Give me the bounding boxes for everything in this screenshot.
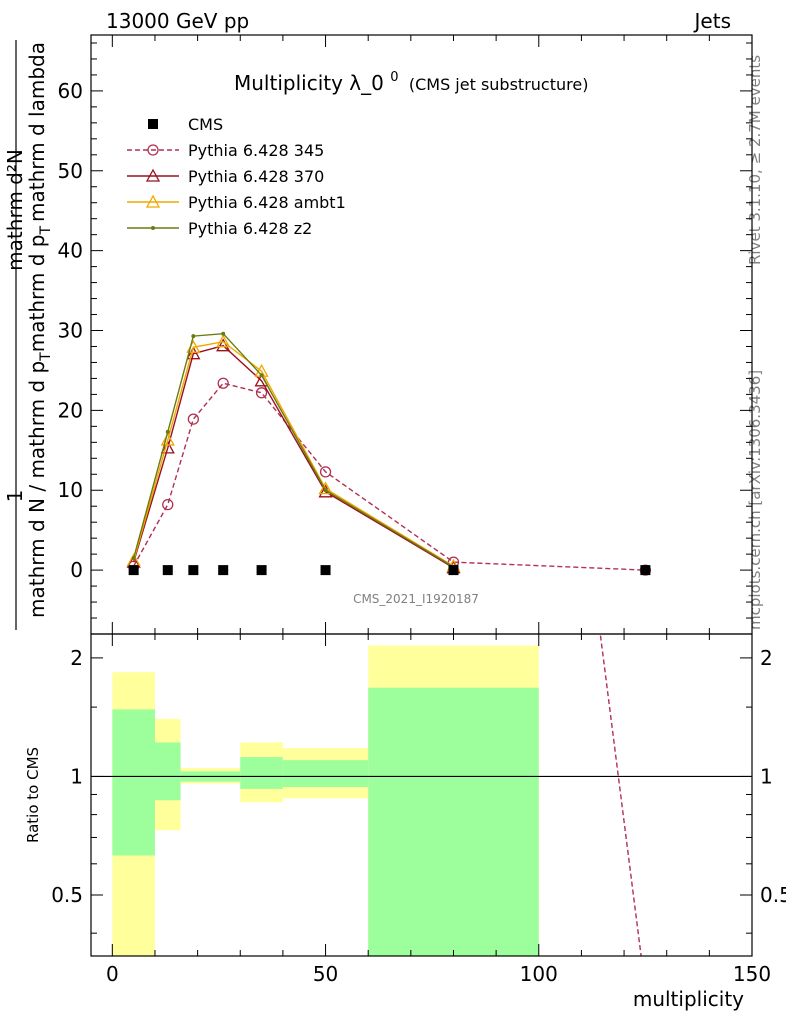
data-point xyxy=(131,556,136,561)
legend-symbol-2 xyxy=(127,168,179,182)
legend-label-4: Pythia 6.428 z2 xyxy=(188,219,312,238)
ratio-y-tick-label-right: 0.5 xyxy=(760,883,786,907)
legend-marker xyxy=(147,144,159,156)
y-label-denominator-a: mathrm d N / mathrm d p xyxy=(25,361,49,618)
x-axis-label: multiplicity xyxy=(633,987,744,1011)
legend: CMS Pythia 6.428 345 Pythia 6.428 370 Pythi… xyxy=(127,115,346,238)
x-tick-label: 100 xyxy=(520,962,558,986)
y-label-denominator-a-sub: T xyxy=(38,352,54,362)
y-label-one: 1 xyxy=(3,490,27,503)
data-point xyxy=(165,429,170,434)
y-tick-label: 50 xyxy=(58,159,83,183)
series-2 xyxy=(126,338,461,574)
data-point xyxy=(221,331,226,336)
data-point xyxy=(216,334,231,348)
data-point xyxy=(217,377,229,389)
rivet-label: Rivet 3.1.10, ≥ 2.7M events xyxy=(746,55,764,265)
data-point xyxy=(319,466,332,478)
y-label-denominator-b-sub: T xyxy=(38,226,54,236)
ratio-y-tick-label: 1 xyxy=(70,764,83,788)
y-label-numerator-text: mathrm d²N xyxy=(3,149,27,271)
mcplots-label: mcplots.cern.ch [arXiv:1306.3436] xyxy=(746,370,764,630)
legend-symbol-1 xyxy=(127,144,179,156)
data-point xyxy=(162,565,173,576)
data-point xyxy=(216,338,231,352)
stat-band xyxy=(282,760,369,788)
y-tick-label: 60 xyxy=(58,79,83,103)
data-point xyxy=(160,440,175,454)
stat-band xyxy=(112,709,155,856)
data-point xyxy=(188,565,199,576)
y-tick-label: 40 xyxy=(58,239,83,263)
series-0 xyxy=(128,565,651,576)
main-y-label: 1 mathrm d²N mathrm d N / mathrm d pTmat… xyxy=(3,40,54,630)
y-label-denominator-c: mathrm d lambda xyxy=(25,42,49,222)
data-point xyxy=(448,565,459,576)
y-label-numerator: mathrm d²N xyxy=(3,149,27,271)
y-tick-label: 30 xyxy=(58,319,83,343)
energy-label: 13000 GeV pp xyxy=(106,9,249,33)
series-line xyxy=(132,340,454,567)
y-label-denominator: mathrm d N / mathrm d pTmathrm d pTmathr… xyxy=(25,42,54,618)
series-3 xyxy=(126,334,461,572)
data-point xyxy=(259,373,264,378)
data-point xyxy=(318,481,333,495)
legend-label-1: Pythia 6.428 345 xyxy=(188,141,324,160)
ratio-frame xyxy=(90,633,753,957)
legend-marker xyxy=(145,168,161,182)
legend-marker xyxy=(148,119,158,129)
series-line xyxy=(132,332,454,568)
data-point xyxy=(191,334,196,339)
y-tick-label: 0 xyxy=(70,558,83,582)
legend-symbol-4 xyxy=(127,226,179,230)
analysis-label: CMS_2021_I1920187 xyxy=(353,592,479,606)
stat-band xyxy=(368,687,539,956)
ratio-y-tick-label: 2 xyxy=(70,646,83,670)
data-point xyxy=(187,413,199,425)
stat-band xyxy=(240,757,283,789)
ratio-y-tick-label-right: 1 xyxy=(760,764,773,788)
legend-marker xyxy=(151,226,155,230)
legend-marker xyxy=(145,194,161,208)
series-1 xyxy=(127,377,652,576)
chart-title-main: Multiplicity λ_0 xyxy=(234,71,384,95)
data-point xyxy=(128,565,139,576)
data-point xyxy=(320,565,331,576)
x-tick-label: 150 xyxy=(733,962,771,986)
data-point xyxy=(162,498,174,511)
legend-label-3: Pythia 6.428 ambt1 xyxy=(188,193,346,212)
legend-label-0: CMS xyxy=(188,115,223,134)
data-point xyxy=(640,565,651,576)
data-point xyxy=(218,565,229,576)
x-tick-label: 50 xyxy=(313,962,338,986)
legend-symbol-3 xyxy=(127,194,179,208)
ratio-y-label: Ratio to CMS xyxy=(24,747,42,843)
y-tick-label: 20 xyxy=(58,398,83,422)
y-tick-label: 10 xyxy=(58,478,83,502)
chart-title: Multiplicity λ_0 0 (CMS jet substructure… xyxy=(234,62,588,95)
chart-title-sup: 0 xyxy=(390,70,398,85)
chart-title-sub: (CMS jet substructure) xyxy=(409,75,589,94)
data-point xyxy=(186,346,201,360)
ratio-y-tick-label: 0.5 xyxy=(51,883,83,907)
legend-symbol-0 xyxy=(148,119,158,129)
data-point xyxy=(323,488,328,493)
series-4 xyxy=(131,331,456,569)
ratio-panel: 0.5 0.5 1 1 2 2 0 50 100 150 xyxy=(51,633,786,986)
ratio-series-line xyxy=(599,634,642,956)
ratio-y-tick-label-right: 2 xyxy=(760,646,773,670)
x-tick-label: 0 xyxy=(106,962,119,986)
ratio-bands xyxy=(112,645,539,956)
series-line xyxy=(133,382,646,571)
y-label-denominator-b: mathrm d p xyxy=(25,235,49,353)
data-point xyxy=(160,432,175,446)
data-point xyxy=(255,387,268,399)
stat-band xyxy=(154,742,181,801)
legend-label-2: Pythia 6.428 370 xyxy=(188,167,324,186)
category-label: Jets xyxy=(693,9,731,33)
data-point xyxy=(256,565,267,576)
main-panel: 0 10 20 30 40 50 60 xyxy=(58,34,753,635)
